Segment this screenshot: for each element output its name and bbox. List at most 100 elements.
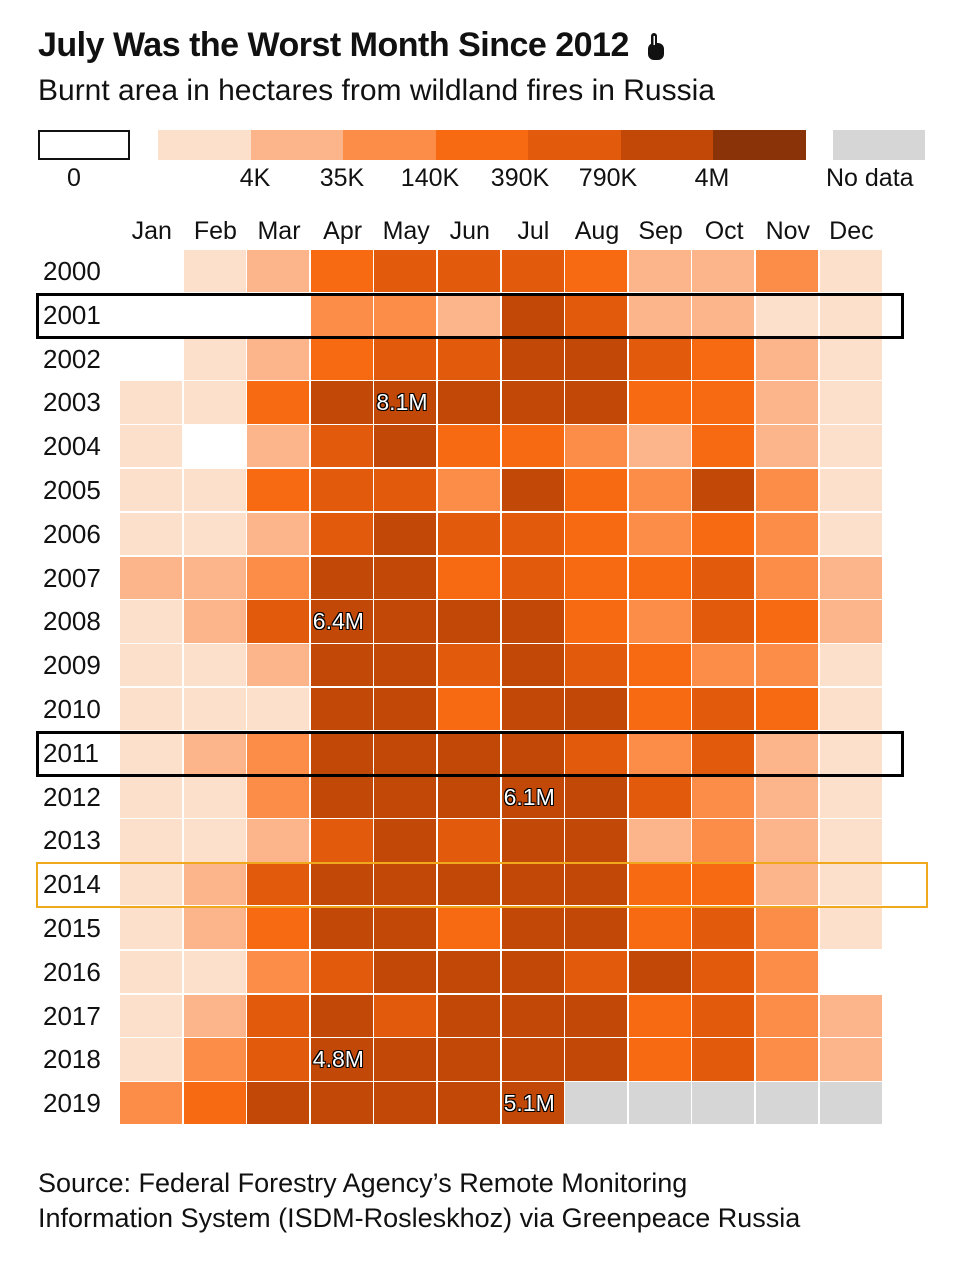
heatmap-cell-2014-jun[interactable] (438, 863, 503, 908)
heatmap-cell-2018-dec[interactable] (819, 1038, 884, 1083)
heatmap-cell-2016-jun[interactable] (438, 950, 503, 996)
heatmap-cell-2016-jul[interactable] (501, 950, 566, 996)
heatmap-cell-2008-oct[interactable] (692, 600, 757, 645)
heatmap-cell-2017-may[interactable] (374, 994, 439, 1039)
heatmap-cell-2011-nov[interactable] (756, 731, 821, 777)
heatmap-cell-2006-dec[interactable] (819, 512, 884, 558)
heatmap-cell-2009-aug[interactable] (565, 644, 630, 689)
heatmap-cell-2001-oct[interactable] (692, 293, 757, 339)
heatmap-cell-2005-feb[interactable] (183, 469, 248, 514)
heatmap-cell-2010-jul[interactable] (501, 688, 566, 733)
heatmap-cell-2003-oct[interactable] (692, 381, 757, 426)
heatmap-cell-2007-feb[interactable] (183, 556, 248, 601)
heatmap-cell-2008-jan[interactable] (120, 600, 185, 645)
heatmap-cell-2004-jun[interactable] (438, 425, 503, 470)
heatmap-cell-2005-apr[interactable] (310, 469, 375, 514)
heatmap-cell-2001-jul[interactable] (501, 293, 566, 339)
heatmap-cell-2007-nov[interactable] (756, 556, 821, 601)
heatmap-cell-2016-dec[interactable] (819, 950, 884, 996)
heatmap-cell-2001-apr[interactable] (310, 293, 375, 339)
heatmap-cell-2006-jun[interactable] (438, 512, 503, 558)
heatmap-cell-2000-apr[interactable] (310, 250, 375, 295)
heatmap-cell-2013-dec[interactable] (819, 819, 884, 864)
heatmap-cell-2010-oct[interactable] (692, 688, 757, 733)
heatmap-cell-2002-aug[interactable] (565, 337, 630, 382)
heatmap-cell-2014-oct[interactable] (692, 863, 757, 908)
heatmap-cell-2019-nov[interactable] (756, 1082, 821, 1127)
heatmap-cell-2017-nov[interactable] (756, 994, 821, 1039)
heatmap-cell-2011-feb[interactable] (183, 731, 248, 777)
heatmap-cell-2015-aug[interactable] (565, 907, 630, 952)
heatmap-cell-2004-dec[interactable] (819, 425, 884, 470)
heatmap-cell-2017-jun[interactable] (438, 994, 503, 1039)
heatmap-cell-2001-dec[interactable] (819, 293, 884, 339)
heatmap-cell-2014-mar[interactable] (247, 863, 312, 908)
heatmap-cell-2010-nov[interactable] (756, 688, 821, 733)
heatmap-cell-2019-apr[interactable] (310, 1082, 375, 1127)
heatmap-cell-2007-jul[interactable] (501, 556, 566, 601)
heatmap-cell-2012-dec[interactable] (819, 775, 884, 820)
heatmap-cell-2003-sep[interactable] (628, 381, 693, 426)
heatmap-cell-2015-mar[interactable] (247, 907, 312, 952)
heatmap-cell-2013-aug[interactable] (565, 819, 630, 864)
heatmap-cell-2015-dec[interactable] (819, 907, 884, 952)
heatmap-cell-2006-sep[interactable] (628, 512, 693, 558)
heatmap-cell-2002-sep[interactable] (628, 337, 693, 382)
heatmap-cell-2015-jun[interactable] (438, 907, 503, 952)
heatmap-cell-2011-may[interactable] (374, 731, 439, 777)
heatmap-cell-2009-may[interactable] (374, 644, 439, 689)
heatmap-cell-2016-jan[interactable] (120, 950, 185, 996)
heatmap-cell-2003-apr[interactable] (310, 381, 375, 426)
heatmap-cell-2011-jan[interactable] (120, 731, 185, 777)
heatmap-cell-2005-jun[interactable] (438, 469, 503, 514)
heatmap-cell-2000-oct[interactable] (692, 250, 757, 295)
heatmap-cell-2015-feb[interactable] (183, 907, 248, 952)
heatmap-cell-2014-sep[interactable] (628, 863, 693, 908)
heatmap-cell-2014-jul[interactable] (501, 863, 566, 908)
heatmap-cell-2003-jul[interactable] (501, 381, 566, 426)
heatmap-cell-2014-may[interactable] (374, 863, 439, 908)
heatmap-cell-2017-mar[interactable] (247, 994, 312, 1039)
heatmap-cell-2014-nov[interactable] (756, 863, 821, 908)
heatmap-cell-2009-nov[interactable] (756, 644, 821, 689)
pointer-hand-icon[interactable] (646, 32, 666, 62)
heatmap-cell-2000-jun[interactable] (438, 250, 503, 295)
heatmap-cell-2017-jan[interactable] (120, 994, 185, 1039)
heatmap-cell-2008-may[interactable] (374, 600, 439, 645)
heatmap-cell-2019-sep[interactable] (628, 1082, 693, 1127)
heatmap-cell-2018-mar[interactable] (247, 1038, 312, 1083)
heatmap-cell-2002-oct[interactable] (692, 337, 757, 382)
heatmap-cell-2008-sep[interactable] (628, 600, 693, 645)
heatmap-cell-2018-nov[interactable] (756, 1038, 821, 1083)
heatmap-cell-2003-feb[interactable] (183, 381, 248, 426)
heatmap-cell-2004-may[interactable] (374, 425, 439, 470)
heatmap-cell-2013-feb[interactable] (183, 819, 248, 864)
heatmap-cell-2005-mar[interactable] (247, 469, 312, 514)
heatmap-cell-2005-dec[interactable] (819, 469, 884, 514)
heatmap-cell-2019-may[interactable] (374, 1082, 439, 1127)
heatmap-cell-2013-jul[interactable] (501, 819, 566, 864)
heatmap-cell-2013-jan[interactable] (120, 819, 185, 864)
heatmap-cell-2003-jan[interactable] (120, 381, 185, 426)
heatmap-cell-2005-sep[interactable] (628, 469, 693, 514)
heatmap-cell-2012-feb[interactable] (183, 775, 248, 820)
heatmap-cell-2000-jan[interactable] (120, 250, 185, 295)
heatmap-cell-2005-jul[interactable] (501, 469, 566, 514)
heatmap-cell-2011-aug[interactable] (565, 731, 630, 777)
heatmap-cell-2014-dec[interactable] (819, 863, 884, 908)
heatmap-cell-2004-sep[interactable] (628, 425, 693, 470)
heatmap-cell-2019-aug[interactable] (565, 1082, 630, 1127)
heatmap-cell-2004-apr[interactable] (310, 425, 375, 470)
heatmap-cell-2003-may[interactable] (374, 381, 439, 426)
heatmap-cell-2008-aug[interactable] (565, 600, 630, 645)
heatmap-cell-2002-feb[interactable] (183, 337, 248, 382)
heatmap-cell-2011-jul[interactable] (501, 731, 566, 777)
heatmap-cell-2012-oct[interactable] (692, 775, 757, 820)
heatmap-cell-2012-apr[interactable] (310, 775, 375, 820)
heatmap-cell-2012-may[interactable] (374, 775, 439, 820)
heatmap-cell-2000-aug[interactable] (565, 250, 630, 295)
heatmap-cell-2015-may[interactable] (374, 907, 439, 952)
heatmap-cell-2013-may[interactable] (374, 819, 439, 864)
heatmap-cell-2016-oct[interactable] (692, 950, 757, 996)
heatmap-cell-2000-jul[interactable] (501, 250, 566, 295)
